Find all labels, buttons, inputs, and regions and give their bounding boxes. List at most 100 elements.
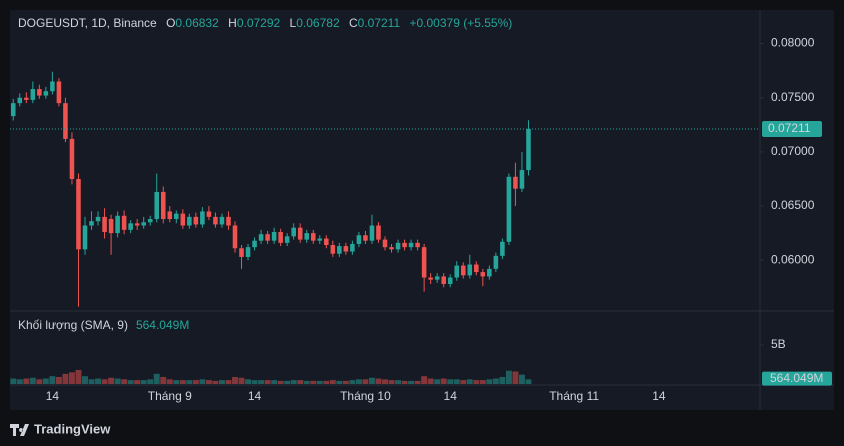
- candle-body: [160, 191, 166, 220]
- volume-legend: Khối lượng (SMA, 9) 564.049M: [18, 318, 189, 332]
- candle-body: [95, 216, 101, 222]
- candle-body: [408, 242, 414, 248]
- volume-bar: [401, 380, 408, 384]
- volume-bar: [421, 376, 428, 384]
- volume-bar: [290, 380, 297, 384]
- candle-body: [369, 225, 375, 241]
- candle-body: [434, 276, 440, 280]
- candle-body: [187, 216, 192, 226]
- volume-bar: [258, 380, 265, 384]
- x-tick-label: Tháng 11: [549, 389, 599, 403]
- candle-body: [519, 170, 525, 189]
- candle-body: [206, 211, 212, 217]
- volume-bar: [316, 380, 323, 384]
- brand-logo: TradingView: [10, 421, 111, 436]
- volume-bar: [238, 377, 245, 384]
- volume-bar: [414, 380, 421, 384]
- volume-bar: [232, 376, 238, 384]
- candle-body: [460, 265, 466, 276]
- volume-sma-box: [762, 371, 832, 386]
- volume-bar: [95, 378, 102, 384]
- volume-bar: [205, 380, 212, 384]
- volume-bar: [277, 380, 284, 384]
- volume-bar: [101, 379, 108, 384]
- candle-body: [56, 81, 62, 104]
- candle-body: [258, 234, 264, 241]
- volume-bar: [395, 380, 402, 384]
- candle-body: [10, 103, 16, 117]
- volume-bar: [23, 378, 30, 384]
- candle-body: [350, 243, 355, 252]
- volume-bar: [362, 379, 369, 384]
- x-tick-label: Tháng 10: [340, 389, 391, 403]
- candle-body: [219, 216, 225, 225]
- candle-body: [441, 276, 446, 285]
- volume-bar: [36, 379, 43, 384]
- volume-bar: [336, 380, 343, 384]
- open-value: 0.06832: [175, 16, 219, 30]
- candle-body: [37, 89, 42, 96]
- volume-bar: [134, 380, 141, 384]
- volume-bar: [10, 378, 17, 384]
- volume-bar: [388, 380, 395, 384]
- x-tick-label: 14: [248, 389, 262, 403]
- candle-body: [24, 97, 29, 100]
- candle-body: [343, 246, 349, 252]
- candle-body: [284, 236, 290, 243]
- candle-body: [506, 176, 512, 242]
- volume-bar: [62, 373, 69, 384]
- volume-bar: [251, 380, 258, 384]
- volume-bar: [512, 371, 519, 384]
- volume-bar: [473, 380, 480, 384]
- candle-body: [356, 235, 362, 244]
- volume-bar: [173, 380, 180, 384]
- close-value: 0.07211: [358, 16, 401, 30]
- candle-body: [317, 238, 323, 241]
- candle-body: [526, 129, 531, 171]
- change: +0.00379 (+5.55%): [409, 16, 512, 30]
- candle-body: [291, 227, 296, 237]
- ohlc-letter: O: [166, 16, 175, 30]
- candle-body: [447, 277, 453, 285]
- candle-body: [108, 219, 114, 234]
- x-tick-label: Tháng 9: [148, 389, 192, 403]
- volume-bar: [160, 376, 167, 384]
- candle-body: [297, 227, 303, 240]
- x-tick-label: 14: [46, 389, 60, 403]
- candle-body: [115, 215, 120, 234]
- candle-body: [304, 233, 310, 240]
- volume-bar: [140, 380, 147, 384]
- candle-body: [82, 225, 88, 250]
- volume-bar: [310, 380, 317, 384]
- volume-bar: [114, 378, 121, 384]
- volume-bar: [225, 380, 232, 384]
- volume-bar: [82, 376, 88, 384]
- candle-body: [121, 215, 127, 230]
- volume-bar: [192, 380, 199, 384]
- candle-body: [200, 211, 205, 225]
- candle-body: [17, 97, 23, 104]
- volume-bar: [212, 380, 219, 384]
- volume-bar: [179, 380, 186, 384]
- volume-bar: [453, 379, 460, 384]
- candle-body: [43, 91, 49, 96]
- candle-body: [337, 246, 342, 254]
- volume-bar: [245, 379, 252, 384]
- y-tick-label: 0.06500: [771, 198, 815, 212]
- candle-body: [487, 268, 492, 277]
- volume-bar: [303, 380, 310, 384]
- candle-body: [141, 222, 146, 226]
- x-tick-label: 14: [444, 389, 458, 403]
- volume-bar: [264, 380, 271, 384]
- volume-bar: [153, 373, 160, 384]
- candle-body: [134, 223, 140, 226]
- candle-body: [310, 233, 316, 241]
- volume-tick-label: 5B: [771, 337, 786, 351]
- candle-body: [500, 241, 505, 256]
- volume-bar: [75, 369, 82, 384]
- volume-bar: [127, 380, 134, 384]
- candle-body: [63, 103, 68, 139]
- volume-bar: [218, 380, 225, 384]
- candle-body: [232, 225, 238, 249]
- candle-body: [382, 239, 388, 248]
